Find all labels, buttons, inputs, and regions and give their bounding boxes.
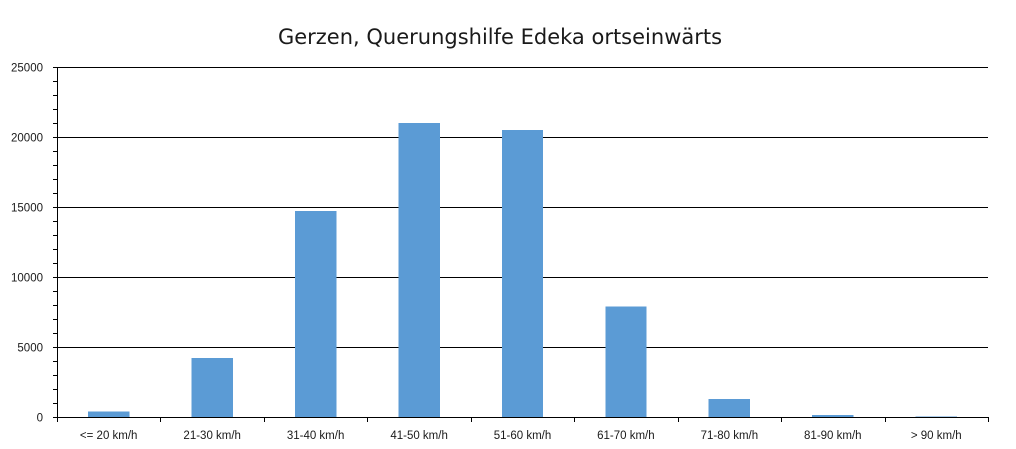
bar-5 [605, 306, 647, 417]
y-tick-label: 0 [37, 413, 43, 425]
bar-6 [708, 398, 751, 417]
bar-0 [88, 411, 130, 417]
bar-4 [501, 130, 544, 417]
bar-3 [398, 123, 440, 417]
x-tick-label: 51-60 km/h [494, 430, 552, 442]
y-tick-label: 20000 [11, 133, 43, 145]
x-tick-label: 31-40 km/h [287, 430, 345, 442]
bar-7 [812, 414, 854, 417]
y-tick-label: 10000 [11, 273, 43, 285]
y-tick-label: 15000 [11, 203, 43, 215]
y-axis: 0 5000 10000 15000 20000 25000 [11, 63, 58, 425]
x-tick-label: 71-80 km/h [701, 430, 759, 442]
x-tick-label: 21-30 km/h [183, 430, 241, 442]
bar-1 [191, 358, 233, 417]
x-tick-label: 81-90 km/h [804, 430, 862, 442]
y-tick-label: 25000 [11, 63, 43, 75]
chart-title: Gerzen, Querungshilfe Edeka ortseinwärts [278, 25, 722, 49]
x-axis: <= 20 km/h 21-30 km/h 31-40 km/h 41-50 km/h… [57, 417, 989, 442]
x-tick-label: > 90 km/h [911, 430, 962, 442]
bar-2 [294, 211, 337, 417]
bars [88, 123, 957, 417]
x-tick-label: 41-50 km/h [390, 430, 448, 442]
y-tick-label: 5000 [17, 343, 43, 355]
x-tick-label: <= 20 km/h [80, 430, 138, 442]
x-tick-label: 61-70 km/h [597, 430, 655, 442]
